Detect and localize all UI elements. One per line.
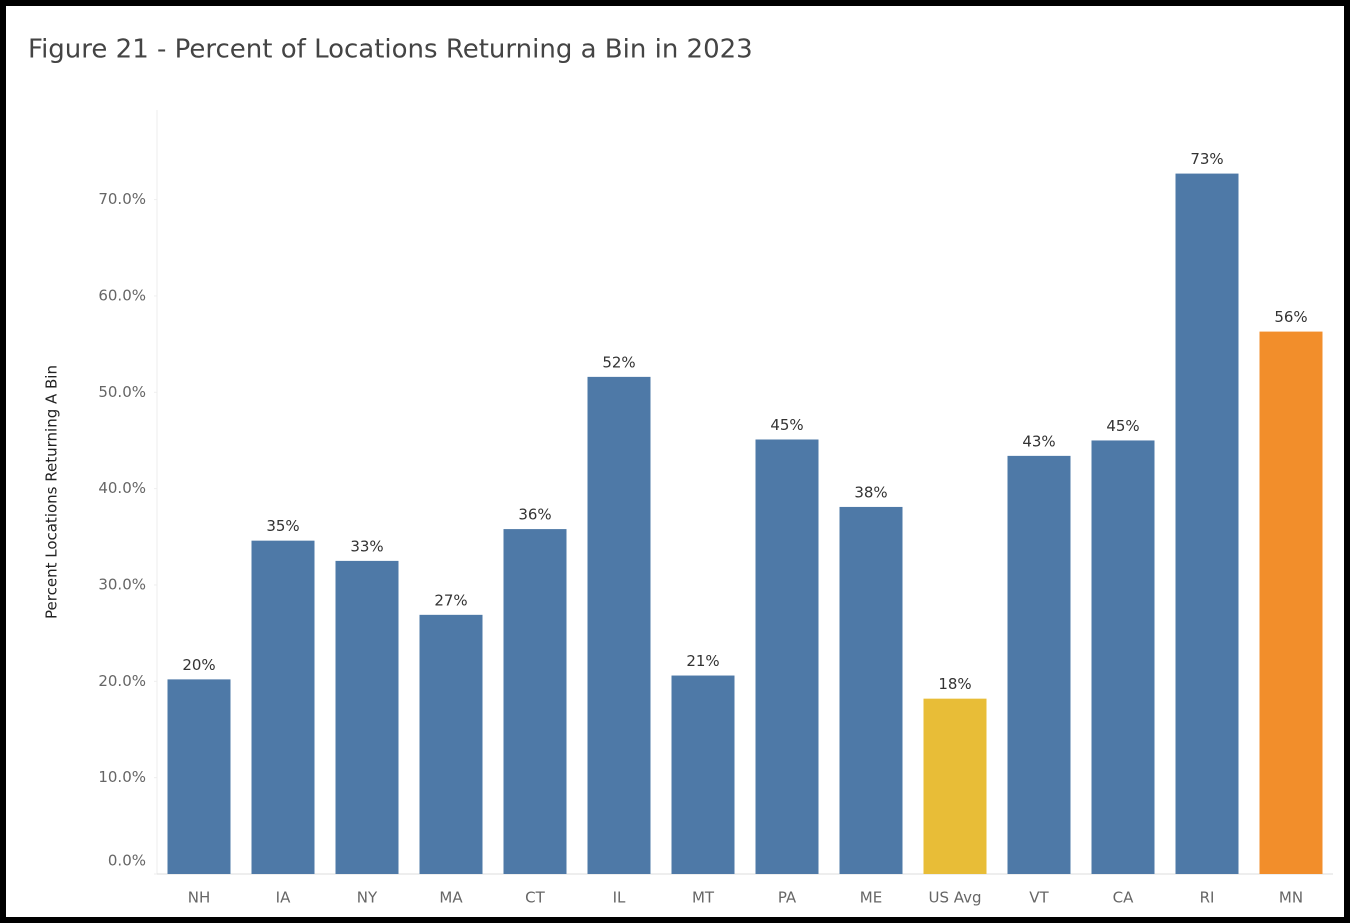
y-tick-label: 0.0% (108, 852, 146, 870)
y-tick-label: 50.0% (98, 383, 146, 401)
x-tick-label: PA (778, 889, 797, 907)
x-tick-label: VT (1029, 889, 1049, 907)
x-tick-label: RI (1200, 889, 1215, 907)
x-tick-label: CA (1113, 889, 1134, 907)
bar (1175, 173, 1239, 875)
y-tick-label: 60.0% (98, 286, 146, 304)
x-tick-label: US Avg (928, 889, 981, 907)
bar (755, 439, 819, 874)
x-tick-label: MT (692, 889, 715, 907)
value-label: 52% (602, 353, 635, 371)
value-label: 45% (770, 416, 803, 434)
y-tick-label: 30.0% (98, 575, 146, 593)
value-label: 56% (1274, 308, 1307, 326)
y-tick-label: 10.0% (98, 768, 146, 786)
bar (167, 679, 231, 874)
bar (419, 614, 483, 874)
bar (1259, 331, 1323, 875)
bar (335, 560, 399, 874)
x-tick-label: IA (276, 889, 291, 907)
x-tick-label: NH (188, 889, 211, 907)
chart-title: Figure 21 - Percent of Locations Returni… (28, 35, 753, 65)
value-label: 35% (266, 517, 299, 535)
x-tick-label: MA (439, 889, 463, 907)
y-axis-label: Percent Locations Returning A Bin (43, 365, 61, 619)
value-label: 73% (1190, 150, 1223, 168)
x-tick-label: CT (525, 889, 545, 907)
value-label: 21% (686, 652, 719, 670)
value-label: 27% (434, 591, 467, 609)
x-tick-label: ME (860, 889, 882, 907)
x-tick-label: MN (1279, 889, 1303, 907)
x-tick-label: NY (357, 889, 378, 907)
value-label: 33% (350, 537, 383, 555)
bar (1091, 440, 1155, 874)
value-label: 20% (182, 656, 215, 674)
value-label: 45% (1106, 417, 1139, 435)
value-label: 43% (1022, 432, 1055, 450)
bar (923, 698, 987, 874)
bar (671, 675, 735, 874)
value-label: 36% (518, 506, 551, 524)
bar (251, 540, 315, 874)
value-label: 38% (854, 483, 887, 501)
y-tick-label: 70.0% (98, 190, 146, 208)
bar (839, 506, 903, 874)
y-tick-label: 20.0% (98, 672, 146, 690)
bar (1007, 455, 1071, 874)
bar (587, 376, 651, 874)
y-tick-label: 40.0% (98, 479, 146, 497)
x-tick-label: IL (613, 889, 626, 907)
bar (503, 529, 567, 874)
value-label: 18% (938, 675, 971, 693)
